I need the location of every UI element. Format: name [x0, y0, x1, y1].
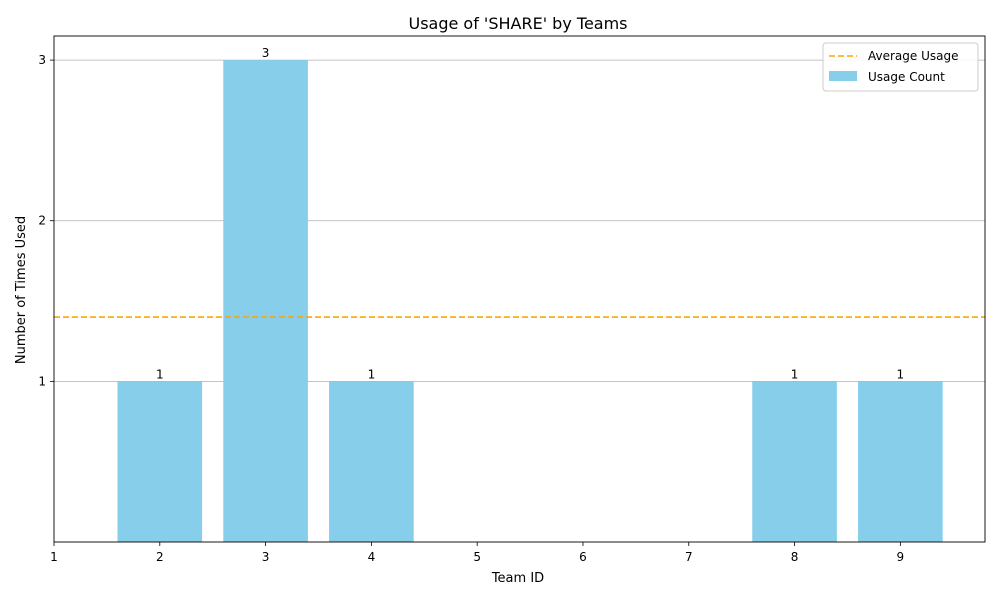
bar-team-4	[329, 381, 414, 542]
axes	[50, 35, 986, 546]
x-axis-label: Team ID	[491, 571, 544, 586]
x-tick-label: 4	[368, 550, 376, 564]
bars	[117, 60, 943, 542]
x-tick-label: 7	[685, 550, 693, 564]
x-tick-label: 6	[579, 550, 587, 564]
y-axis-label: Number of Times Used	[14, 216, 29, 364]
plot-frame	[53, 35, 986, 543]
grid-lines	[54, 59, 985, 382]
bar-value-label: 1	[897, 367, 905, 381]
legend-label-average: Average Usage	[868, 49, 958, 63]
bar-value-label: 1	[156, 367, 164, 381]
x-tick-label: 9	[897, 550, 905, 564]
x-tick-label: 1	[50, 550, 58, 564]
y-tick-label: 2	[38, 214, 46, 228]
bar-value-label: 1	[791, 367, 799, 381]
bar-team-2	[117, 381, 203, 542]
chart-title: Usage of 'SHARE' by Teams	[408, 14, 627, 33]
x-tick-label: 5	[473, 550, 481, 564]
legend-box	[822, 42, 979, 92]
y-tick-label: 3	[38, 53, 46, 67]
y-tick-label: 1	[38, 374, 46, 388]
legend-swatch-usage	[829, 71, 857, 81]
x-tick-label: 8	[791, 550, 799, 564]
bar-team-8	[752, 381, 837, 542]
data-labels: 1 3 1 1 1	[156, 46, 904, 381]
x-tick-label: 3	[262, 550, 270, 564]
bar-value-label: 1	[368, 367, 376, 381]
legend-label-usage: Usage Count	[868, 70, 945, 84]
bar-team-3	[223, 60, 308, 542]
legend: Average Usage Usage Count	[822, 42, 979, 92]
bar-value-label: 3	[262, 46, 270, 60]
bar-team-9	[858, 381, 943, 542]
x-tick-label: 2	[156, 550, 164, 564]
tick-labels: 1 2 3 1 2 3 4 5 6 7 8 9	[38, 53, 904, 564]
